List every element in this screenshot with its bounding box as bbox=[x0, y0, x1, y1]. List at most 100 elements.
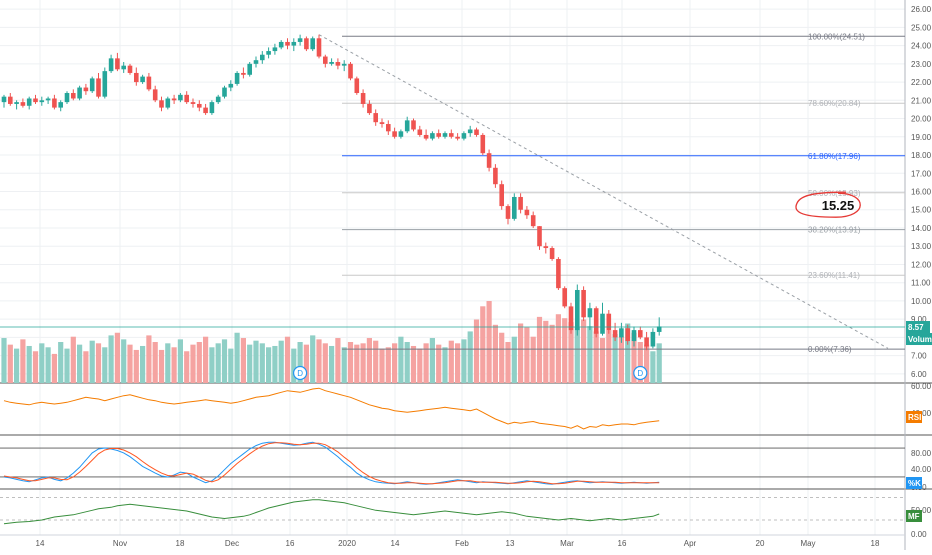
candle-body bbox=[549, 248, 555, 259]
volume-bar bbox=[347, 342, 354, 383]
candle-body bbox=[638, 330, 643, 338]
price-tick-label: 11.00 bbox=[911, 279, 931, 288]
volume-bar bbox=[505, 342, 511, 383]
price-axis[interactable]: 26.00 25.00 24.00 23.00 22.00 21.00 20.00 19.00… bbox=[911, 5, 932, 539]
volume-bar bbox=[618, 336, 624, 383]
candle-body bbox=[89, 78, 95, 92]
candle-body bbox=[568, 306, 574, 331]
candle-body bbox=[190, 102, 196, 104]
candle-body bbox=[644, 337, 649, 347]
time-tick-label: May bbox=[800, 539, 815, 548]
volume-bar bbox=[102, 347, 108, 383]
candle-body bbox=[386, 124, 391, 132]
volume-bar bbox=[221, 339, 228, 383]
volume-bar bbox=[461, 339, 467, 383]
volume-bar bbox=[492, 324, 498, 383]
price-tick-label: 22.00 bbox=[911, 78, 932, 87]
fibonacci-layer[interactable]: 100.00%(24.51) 78.60%(20.84) 61.80%(17.96)… bbox=[342, 32, 905, 354]
candle-body bbox=[379, 122, 385, 125]
candle-body bbox=[587, 308, 593, 318]
volume-bar bbox=[549, 324, 555, 383]
candle-body bbox=[241, 72, 246, 75]
candle-body bbox=[146, 76, 152, 90]
volume-bar bbox=[316, 339, 322, 383]
time-axis[interactable]: 14 Nov 18 Dec 16 2020 14 Feb 13 Mar 16 Apr 20 May 18 bbox=[36, 539, 880, 548]
volume-bar bbox=[190, 344, 196, 383]
volume-bar bbox=[140, 345, 146, 383]
candle-body bbox=[436, 133, 441, 137]
volume-bar bbox=[335, 338, 341, 383]
trend-line-layer[interactable] bbox=[318, 34, 889, 349]
price-tick-label: 15.00 bbox=[911, 206, 932, 215]
candle-body bbox=[593, 308, 599, 334]
indicator-tick-label: 0.00 bbox=[911, 530, 927, 539]
price-tick-label: 19.00 bbox=[911, 133, 932, 142]
candle-body bbox=[461, 133, 467, 139]
fib-level-label: 23.60%(11.41) bbox=[808, 271, 860, 280]
annotation-label: 15.25 bbox=[822, 198, 855, 213]
candle-body bbox=[581, 289, 586, 318]
volume-bar bbox=[209, 347, 215, 383]
candle-body bbox=[215, 96, 221, 103]
volume-bar bbox=[536, 316, 543, 383]
volume-bar bbox=[423, 343, 429, 383]
candle-body bbox=[619, 328, 624, 338]
candle-body bbox=[39, 100, 45, 103]
trend-line bbox=[318, 34, 889, 349]
candle-body bbox=[1, 96, 7, 103]
candle-body bbox=[278, 41, 284, 48]
dividend-marker bbox=[293, 365, 308, 381]
candle-body bbox=[184, 94, 189, 103]
volume-bar bbox=[215, 343, 221, 383]
volume-bar bbox=[253, 340, 259, 383]
price-tick-label: 18.00 bbox=[911, 151, 932, 160]
time-tick-label: 16 bbox=[286, 539, 295, 548]
candle-body bbox=[310, 38, 315, 50]
annotation-circle bbox=[795, 191, 861, 218]
volume-bar bbox=[64, 348, 70, 383]
candles-layer bbox=[1, 34, 662, 351]
volume-badge-bg bbox=[906, 333, 932, 346]
dividend-marker-label: D bbox=[637, 369, 643, 378]
last-price-badge-bg bbox=[906, 321, 930, 334]
candle-body bbox=[108, 58, 114, 72]
candle-body bbox=[404, 120, 410, 132]
candle-body bbox=[650, 331, 656, 347]
mf-line bbox=[3, 499, 660, 525]
volume-bar bbox=[58, 342, 64, 383]
candle-body bbox=[222, 87, 227, 97]
price-tick-label: 25.00 bbox=[911, 23, 932, 32]
candle-body bbox=[115, 58, 120, 70]
grid-layer bbox=[0, 0, 905, 535]
annotation-layer[interactable]: 15.25 bbox=[795, 191, 861, 218]
volume-bar bbox=[360, 343, 366, 383]
volume-bar bbox=[448, 340, 454, 383]
candle-body bbox=[285, 41, 290, 46]
volume-bar bbox=[379, 348, 385, 383]
volume-bar bbox=[291, 348, 297, 383]
candle-body bbox=[58, 102, 63, 108]
volume-bar bbox=[247, 344, 253, 383]
stoch-badge-bg bbox=[906, 477, 922, 489]
candle-body bbox=[291, 41, 297, 46]
candle-body bbox=[134, 72, 139, 83]
volume-bar bbox=[631, 332, 637, 383]
volume-bar bbox=[152, 342, 158, 383]
volume-bar bbox=[133, 349, 139, 383]
volume-bar bbox=[373, 340, 379, 383]
volume-bar bbox=[329, 345, 335, 383]
volume-badge-text: Volume bbox=[908, 335, 932, 344]
volume-bar bbox=[467, 331, 473, 383]
volume-bar bbox=[562, 318, 568, 383]
time-tick-label: 18 bbox=[176, 539, 185, 548]
candle-body bbox=[253, 60, 259, 64]
volume-bar bbox=[158, 349, 165, 383]
volume-bar bbox=[278, 340, 284, 383]
candle-body bbox=[467, 129, 473, 134]
volume-bar bbox=[530, 336, 536, 383]
volume-bar bbox=[599, 338, 606, 383]
fib-level-label: 61.80%(17.96) bbox=[808, 152, 861, 161]
